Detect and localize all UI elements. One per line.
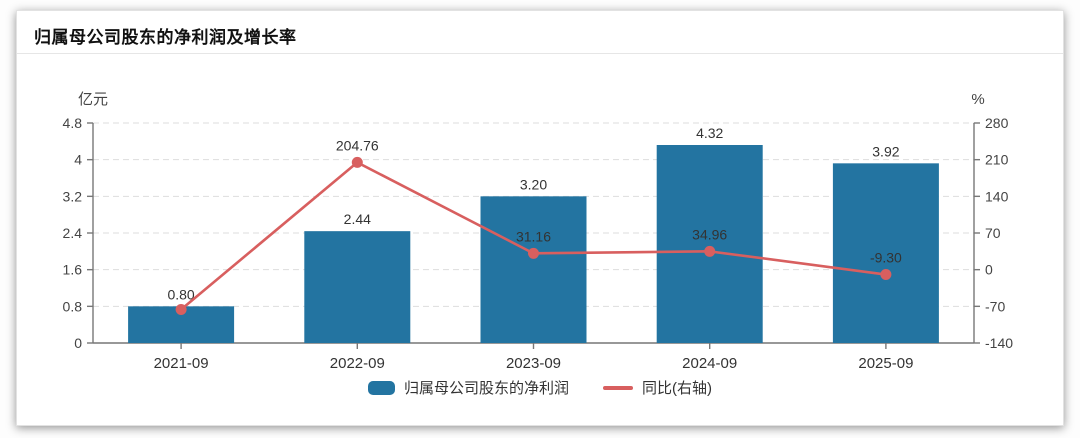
x-axis-category-label: 2024-09 (682, 355, 737, 372)
bar-2024-09[interactable] (656, 145, 763, 343)
bar-value-label: 4.32 (696, 125, 723, 141)
line-value-label: 31.16 (516, 228, 551, 244)
left-axis-tick-label: 4.8 (63, 115, 83, 131)
right-axis-tick-label: 70 (985, 225, 1001, 241)
bar-series-swatch-icon (367, 380, 395, 395)
chart-canvas: 0 0.8 1.6 2.4 3.2 4 4.8 -140 -70 0 70 140 210 280 亿元 % 2… (63, 91, 1014, 372)
left-axis-tick-label: 0.8 (63, 298, 83, 314)
legend-item-yoy[interactable]: 同比(右轴) (603, 377, 712, 398)
right-axis-tick-label: 140 (985, 188, 1009, 204)
left-axis-tick-label: 2.4 (63, 225, 83, 241)
line-point-2024-09[interactable] (704, 245, 716, 257)
legend-label-yoy: 同比(右轴) (642, 380, 712, 397)
right-axis-tick-label: -70 (985, 298, 1005, 314)
left-axis-unit-label: 亿元 (78, 91, 108, 108)
left-axis-tick-label: 4 (74, 152, 82, 168)
bar-value-label: 2.44 (344, 211, 371, 227)
x-axis-category-label: 2025-09 (858, 355, 913, 372)
left-axis-tick-label: 3.2 (63, 188, 83, 204)
bar-value-label: 0.80 (167, 286, 194, 302)
line-point-2021-09[interactable] (175, 303, 187, 315)
title-divider (17, 53, 1063, 54)
left-axis-tick-label: 1.6 (63, 262, 83, 278)
bar-value-label: 3.20 (520, 176, 547, 192)
bar-2023-09[interactable] (480, 196, 587, 343)
line-series-swatch-icon (603, 385, 633, 390)
line-value-label: 204.76 (336, 137, 379, 153)
legend-item-net-profit[interactable]: 归属母公司股东的净利润 (367, 377, 569, 398)
bar-value-label: 3.92 (872, 143, 899, 159)
x-axis-category-label: 2022-09 (330, 355, 385, 372)
x-axis-category-label: 2021-09 (154, 355, 209, 372)
x-axis-category-label: 2023-09 (506, 355, 561, 372)
line-point-2022-09[interactable] (351, 156, 363, 168)
right-axis-tick-label: 210 (985, 152, 1009, 168)
bar-2022-09[interactable] (304, 231, 411, 343)
line-point-2023-09[interactable] (528, 247, 539, 259)
right-axis-tick-label: 0 (985, 262, 993, 278)
legend-label-net-profit: 归属母公司股东的净利润 (403, 380, 569, 397)
right-axis-unit-label: % (971, 91, 984, 108)
line-value-label: -9.30 (870, 250, 902, 266)
chart-title: 归属母公司股东的净利润及增长率 (34, 28, 297, 47)
chart-legend: 归属母公司股东的净利润 同比(右轴) (17, 377, 1063, 398)
right-axis-tick-label: 280 (985, 115, 1009, 131)
chart-card: 归属母公司股东的净利润及增长率 0 0.8 1.6 2.4 3.2 4 4.8 -140 -70… (16, 10, 1064, 426)
right-axis-tick-label: -140 (985, 335, 1013, 351)
line-point-2025-09[interactable] (880, 269, 892, 281)
bar-2025-09[interactable] (832, 163, 939, 343)
left-axis-tick-label: 0 (74, 335, 82, 351)
line-value-label: 34.96 (692, 226, 727, 242)
